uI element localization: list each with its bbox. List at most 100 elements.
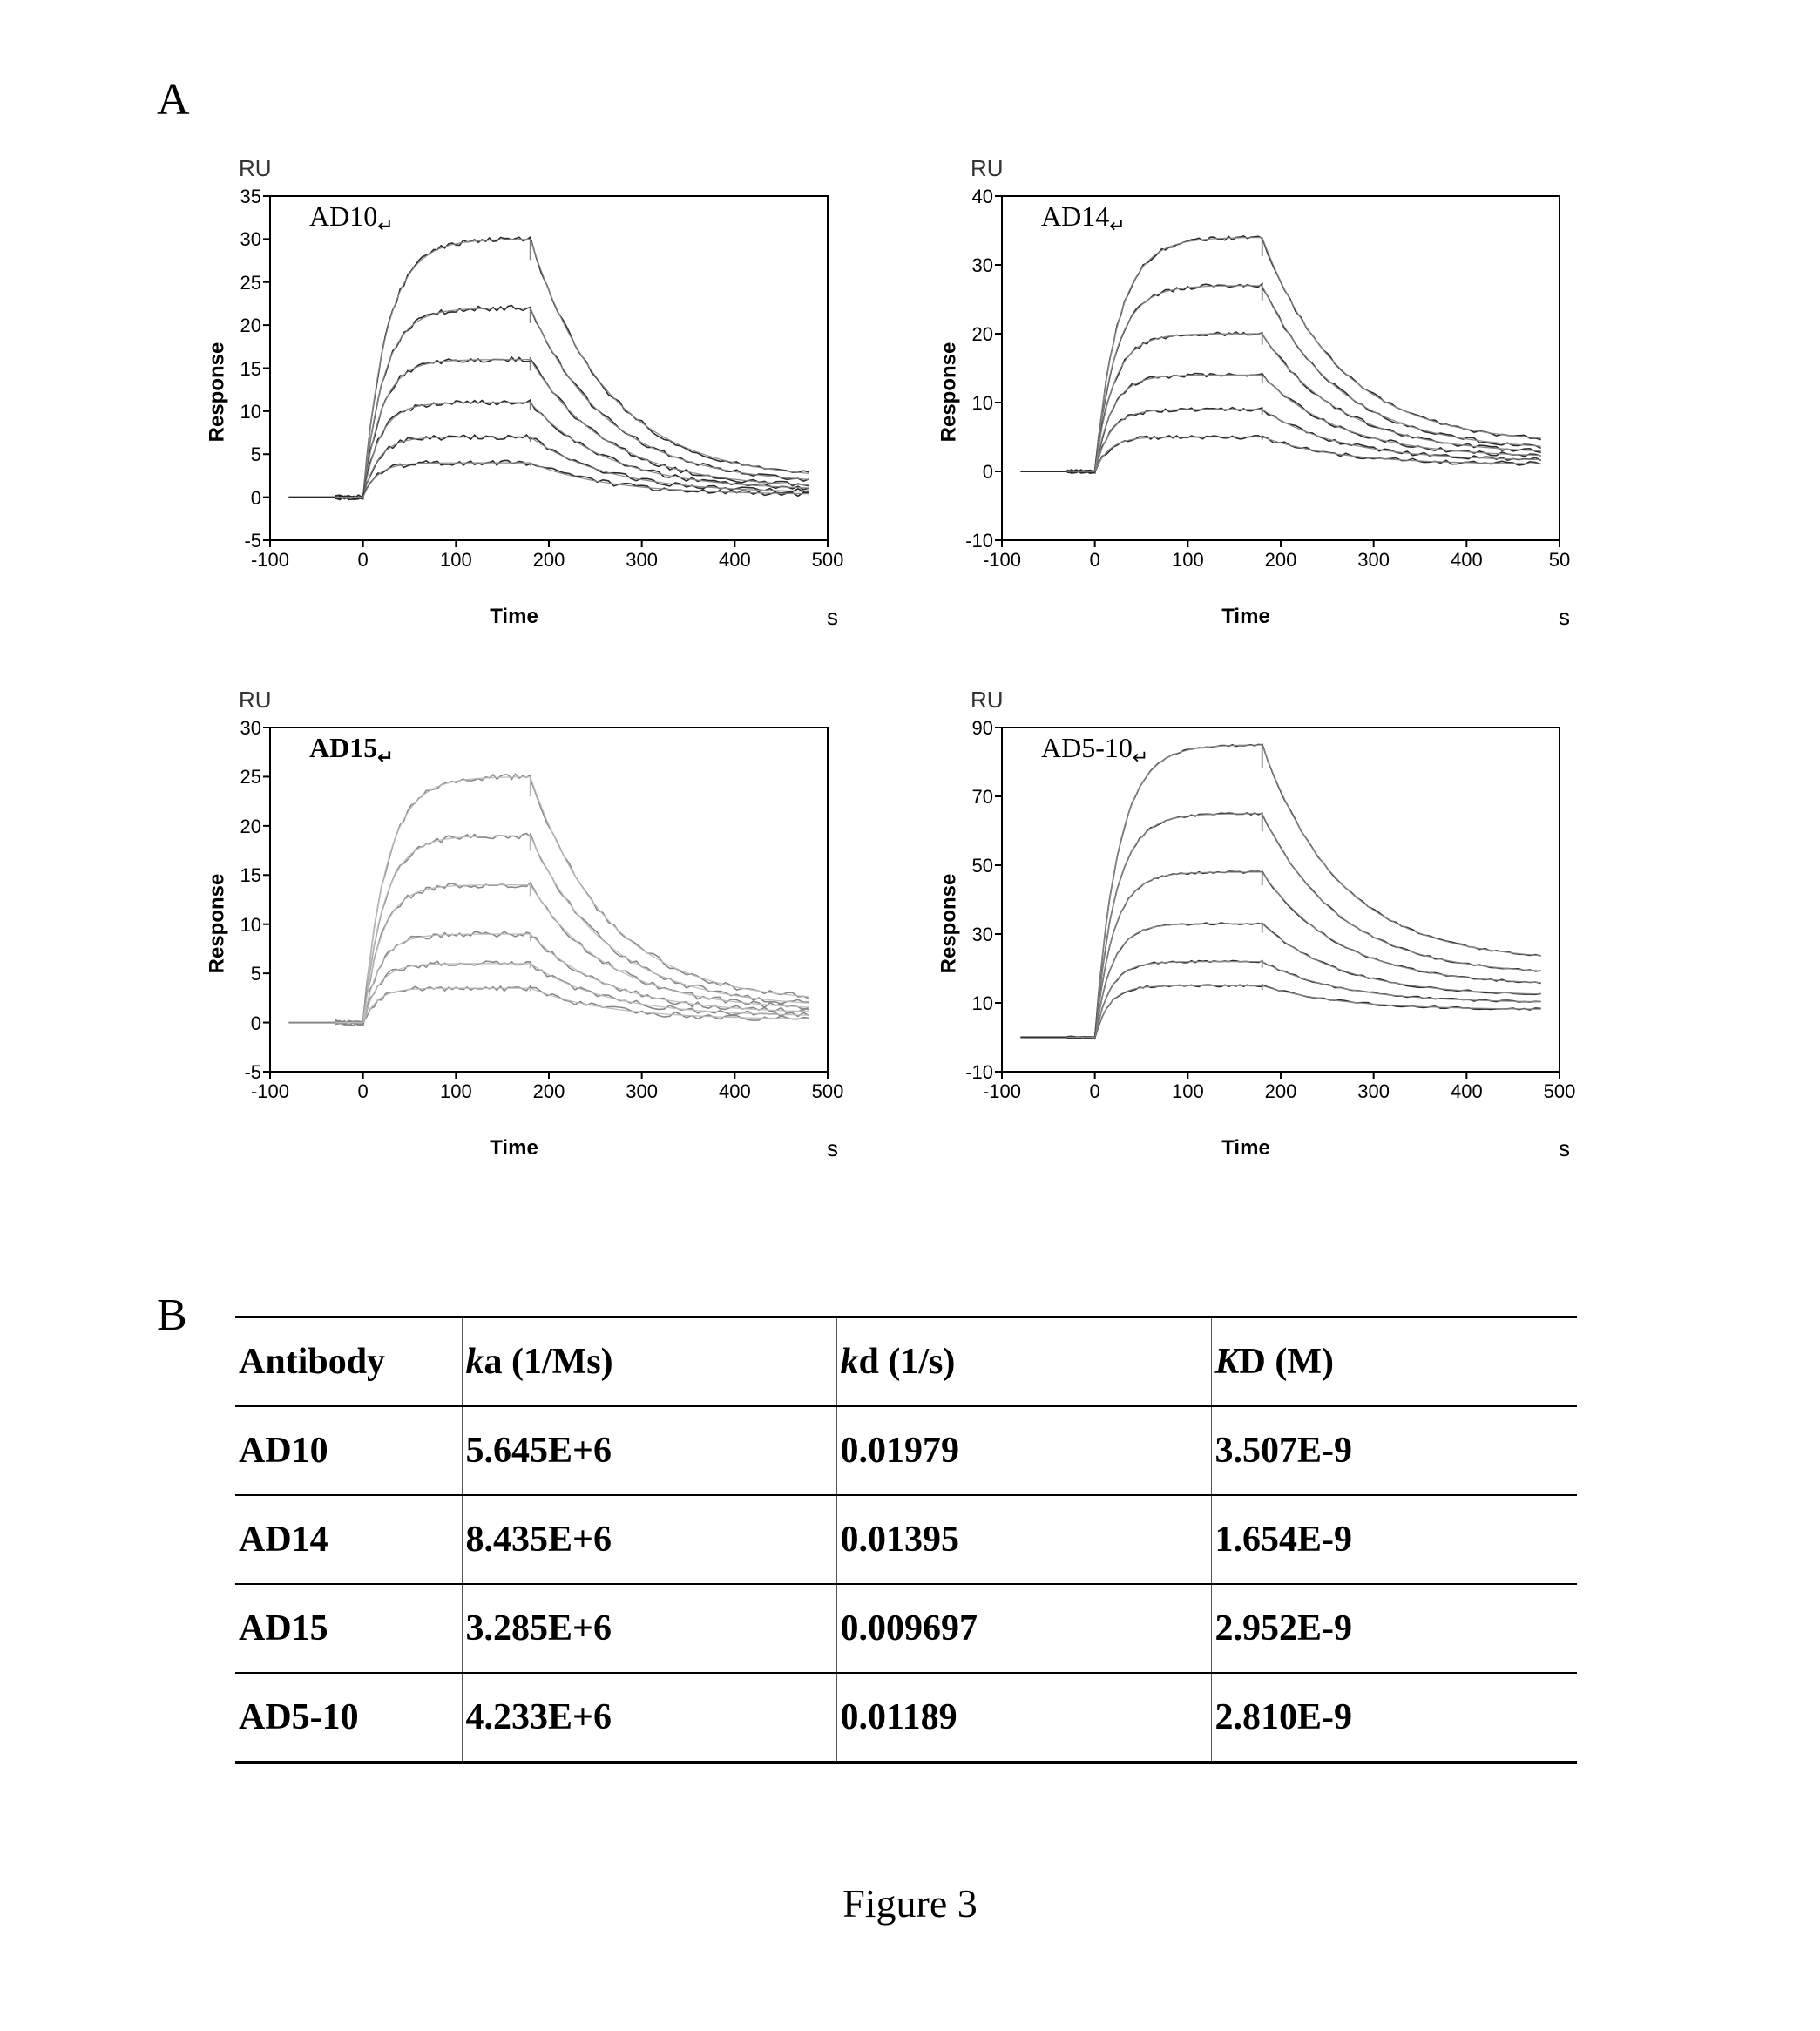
x-tick-label: 300	[626, 549, 658, 572]
x-tick-label: 400	[1451, 549, 1483, 572]
chart-unit-label: s	[827, 1135, 838, 1162]
y-tick-label: 40	[951, 186, 993, 208]
table-row: AD148.435E+60.013951.654E-9	[235, 1495, 1577, 1584]
x-tick-label: 200	[533, 549, 565, 572]
table-row: AD153.285E+60.0096972.952E-9	[235, 1584, 1577, 1673]
chart-ru-label: RU	[239, 155, 272, 182]
table-row: AD105.645E+60.019793.507E-9	[235, 1406, 1577, 1495]
chart-ylabel: Response	[937, 342, 961, 443]
panel-b-label: B	[157, 1290, 187, 1341]
cell-kD: 1.654E-9	[1211, 1495, 1577, 1584]
chart-xlabel: Time	[1221, 605, 1270, 629]
chart-svg	[174, 706, 854, 1115]
chart-title: AD5-10↵	[1041, 732, 1148, 768]
chart-unit-label: s	[1559, 604, 1570, 631]
x-tick-label: 100	[1172, 549, 1204, 572]
chart-ad14: RUAD14↵-10010203040-100010020030040050Re…	[906, 148, 1586, 636]
y-tick-label: 30	[220, 228, 261, 251]
y-tick-label: 20	[220, 816, 261, 838]
figure-caption: Figure 3	[842, 1880, 978, 1926]
chart-svg	[906, 174, 1586, 584]
chart-xlabel: Time	[490, 605, 538, 629]
col-header-kd: kd (1/s)	[836, 1317, 1211, 1407]
x-tick-label: 100	[440, 1080, 472, 1103]
cell-kd: 0.01395	[836, 1495, 1211, 1584]
y-tick-label: 5	[220, 443, 261, 466]
x-tick-label: 50	[1549, 549, 1570, 572]
x-tick-label: 0	[358, 1080, 369, 1103]
chart-ru-label: RU	[971, 155, 1004, 182]
x-tick-label: 500	[812, 1080, 844, 1103]
y-tick-label: 0	[220, 1012, 261, 1035]
cell-kD: 2.952E-9	[1211, 1584, 1577, 1673]
chart-ru-label: RU	[239, 687, 272, 714]
cell-ka: 5.645E+6	[462, 1406, 836, 1495]
chart-unit-label: s	[827, 604, 838, 631]
x-tick-label: -100	[983, 549, 1021, 572]
cell-kD: 2.810E-9	[1211, 1673, 1577, 1763]
y-tick-label: 30	[951, 254, 993, 277]
y-tick-label: 10	[951, 992, 993, 1015]
x-tick-label: 300	[626, 1080, 658, 1103]
kinetics-table: Antibody ka (1/Ms) kd (1/s) KD (M) AD105…	[235, 1316, 1577, 1764]
chart-ad5-10: RUAD5-10↵-101030507090-10001002003004005…	[906, 680, 1586, 1168]
x-tick-label: 200	[1265, 1080, 1297, 1103]
panel-a-label: A	[157, 74, 190, 125]
chart-xlabel: Time	[1221, 1136, 1270, 1161]
y-tick-label: 20	[220, 315, 261, 337]
y-tick-label: 30	[220, 717, 261, 740]
y-tick-label: 25	[220, 766, 261, 789]
chart-title: AD10↵	[309, 200, 394, 237]
cell-ka: 4.233E+6	[462, 1673, 836, 1763]
cell-antibody: AD5-10	[235, 1673, 462, 1763]
cell-kD: 3.507E-9	[1211, 1406, 1577, 1495]
x-tick-label: -100	[251, 1080, 289, 1103]
col-header-antibody: Antibody	[235, 1317, 462, 1407]
chart-ylabel: Response	[205, 342, 229, 443]
x-tick-label: 500	[1544, 1080, 1576, 1103]
x-tick-label: 400	[719, 1080, 751, 1103]
x-tick-label: -100	[983, 1080, 1021, 1103]
x-tick-label: 100	[440, 549, 472, 572]
x-tick-label: 0	[1090, 1080, 1100, 1103]
chart-xlabel: Time	[490, 1136, 538, 1161]
chart-ad10: RUAD10↵-505101520253035-1000100200300400…	[174, 148, 854, 636]
x-tick-label: 100	[1172, 1080, 1204, 1103]
cell-kd: 0.01189	[836, 1673, 1211, 1763]
col-header-ka: ka (1/Ms)	[462, 1317, 836, 1407]
chart-grid: RUAD10↵-505101520253035-1000100200300400…	[174, 148, 1603, 1168]
x-tick-label: 500	[812, 549, 844, 572]
y-tick-label: 70	[951, 786, 993, 809]
x-tick-label: 400	[719, 549, 751, 572]
chart-ad15: RUAD15↵-5051015202530-100010020030040050…	[174, 680, 854, 1168]
y-tick-label: 25	[220, 272, 261, 294]
x-tick-label: 0	[358, 549, 369, 572]
col-header-kD: KD (M)	[1211, 1317, 1577, 1407]
y-tick-label: 90	[951, 717, 993, 740]
cell-kd: 0.01979	[836, 1406, 1211, 1495]
x-tick-label: -100	[251, 549, 289, 572]
x-tick-label: 400	[1451, 1080, 1483, 1103]
cell-kd: 0.009697	[836, 1584, 1211, 1673]
chart-svg	[906, 706, 1586, 1115]
chart-ylabel: Response	[937, 874, 961, 974]
x-tick-label: 0	[1090, 549, 1100, 572]
y-tick-label: 35	[220, 186, 261, 208]
y-tick-label: 0	[220, 487, 261, 510]
x-tick-label: 300	[1357, 549, 1390, 572]
cell-ka: 8.435E+6	[462, 1495, 836, 1584]
chart-ru-label: RU	[971, 687, 1004, 714]
chart-title: AD14↵	[1041, 200, 1126, 237]
chart-ylabel: Response	[205, 874, 229, 974]
cell-antibody: AD10	[235, 1406, 462, 1495]
cell-ka: 3.285E+6	[462, 1584, 836, 1673]
y-tick-label: 0	[951, 461, 993, 484]
chart-unit-label: s	[1559, 1135, 1570, 1162]
table-header-row: Antibody ka (1/Ms) kd (1/s) KD (M)	[235, 1317, 1577, 1407]
cell-antibody: AD14	[235, 1495, 462, 1584]
x-tick-label: 200	[533, 1080, 565, 1103]
table-body: AD105.645E+60.019793.507E-9AD148.435E+60…	[235, 1406, 1577, 1763]
x-tick-label: 300	[1357, 1080, 1390, 1103]
chart-svg	[174, 174, 854, 584]
cell-antibody: AD15	[235, 1584, 462, 1673]
